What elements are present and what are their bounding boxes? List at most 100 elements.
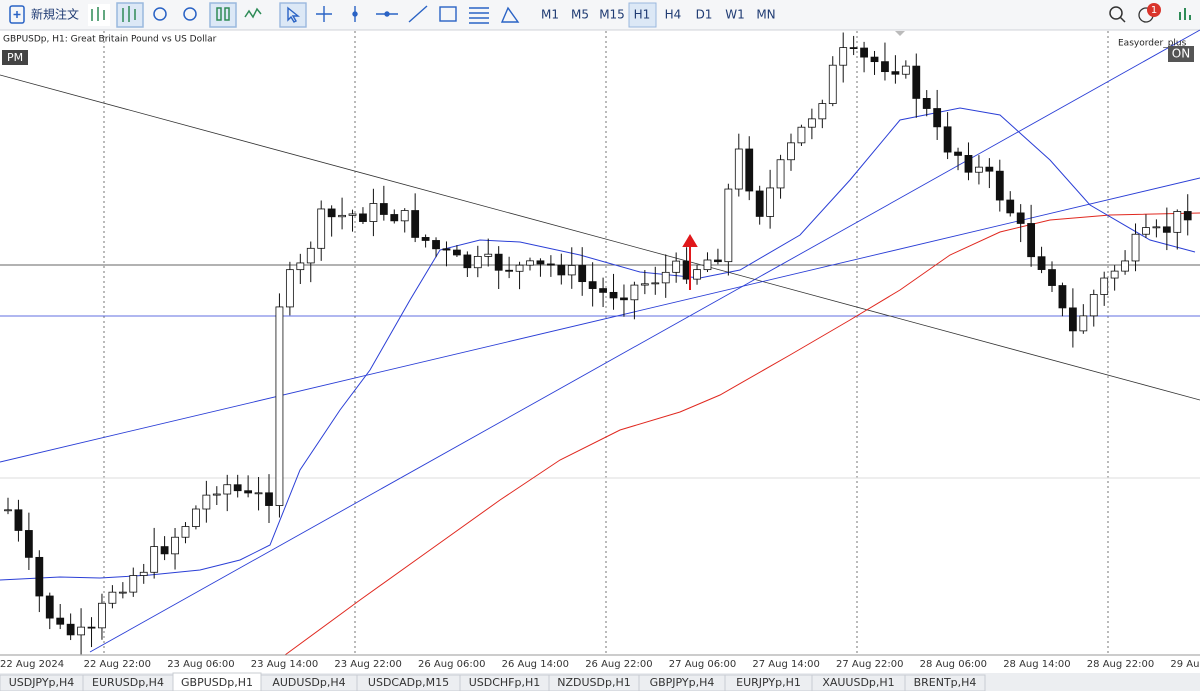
zoom-in[interactable] xyxy=(153,7,167,21)
candle-body xyxy=(995,170,1004,201)
candle-body xyxy=(630,284,639,301)
timeframe-button[interactable]: H1 xyxy=(634,8,651,22)
candle-body xyxy=(640,283,649,286)
moving-average-slow xyxy=(284,212,1200,656)
timeframe-button[interactable]: MN xyxy=(756,8,775,22)
candle-body xyxy=(24,530,33,558)
candle-body xyxy=(275,306,284,506)
candle-body xyxy=(369,203,378,222)
time-label: 26 Aug 14:00 xyxy=(502,659,569,670)
candle-body xyxy=(891,71,900,75)
candle-body xyxy=(943,126,952,153)
candle-body xyxy=(87,626,96,629)
candle-body xyxy=(1162,226,1171,233)
candle-body xyxy=(985,166,994,172)
timeframe-button[interactable]: M1 xyxy=(541,8,559,22)
candle-body xyxy=(463,254,472,269)
candle-body xyxy=(807,118,816,128)
indicator-tool[interactable] xyxy=(244,7,262,19)
candle-body xyxy=(745,148,754,192)
symbol-tabs: USDJPYp,H4 EURUSDp,H4 GBPUSDp,H1 AUDUSDp,H4… xyxy=(0,672,986,691)
bar-chart-tool[interactable] xyxy=(91,7,105,21)
new-order-label: 新規注文 xyxy=(31,7,79,22)
candle-body xyxy=(557,264,566,276)
candle-body xyxy=(421,237,430,241)
candle-body xyxy=(160,546,169,555)
session-label: PM xyxy=(7,51,23,64)
candle-body xyxy=(56,617,65,625)
candle-body xyxy=(202,494,211,510)
candle-body xyxy=(338,214,346,218)
candle-body xyxy=(1027,223,1036,258)
pattern-tool[interactable] xyxy=(500,6,520,23)
chart-tools xyxy=(88,2,262,28)
time-label: 23 Aug 06:00 xyxy=(167,659,234,670)
candle-body xyxy=(766,187,775,217)
candle-tool[interactable] xyxy=(116,2,144,28)
trend-line xyxy=(0,74,1200,401)
ea-status-badge[interactable] xyxy=(1168,46,1194,62)
tile-tool[interactable] xyxy=(209,2,237,28)
trendline-tool[interactable] xyxy=(408,5,428,23)
candle-body xyxy=(1183,211,1192,221)
tab-label: EURUSDp,H4 xyxy=(92,676,164,689)
fibo-tool[interactable] xyxy=(469,7,489,24)
timeframe-button[interactable]: H4 xyxy=(665,8,682,22)
moving-average-fast xyxy=(0,107,1196,581)
candle-body xyxy=(139,571,148,576)
candle-body xyxy=(787,142,795,161)
shape-tool[interactable] xyxy=(439,6,457,22)
timeframe-button[interactable]: M5 xyxy=(571,8,589,22)
candle-body xyxy=(494,253,503,271)
search-icon[interactable] xyxy=(1109,6,1123,20)
candle-body xyxy=(473,255,482,269)
candle-body xyxy=(212,493,221,496)
candle-body xyxy=(776,159,785,189)
candle-body xyxy=(567,265,576,276)
candle-body xyxy=(797,126,806,144)
drawing-tools xyxy=(279,2,520,28)
candle-body xyxy=(35,556,44,597)
time-label: 28 Aug 14:00 xyxy=(1003,659,1070,670)
candle-body xyxy=(578,265,587,283)
candle-body xyxy=(1006,199,1015,214)
dot xyxy=(352,11,358,17)
session-badge xyxy=(2,50,28,65)
level-icon[interactable] xyxy=(1179,8,1191,20)
tab-label: XAUUSDp,H1 xyxy=(822,676,894,689)
time-label: 22 Aug 22:00 xyxy=(84,659,151,670)
candle-body xyxy=(672,260,681,273)
cursor-tool[interactable] xyxy=(279,2,307,28)
candle-body xyxy=(98,602,106,629)
candle-body xyxy=(244,490,253,494)
candle-body xyxy=(1058,285,1067,309)
notification-count: 1 xyxy=(1151,5,1157,16)
timeframe-button[interactable]: W1 xyxy=(725,8,745,22)
time-label: 28 Aug 22:00 xyxy=(1087,659,1154,670)
candle-body xyxy=(1068,307,1077,332)
candle-body xyxy=(45,595,54,619)
candle-body xyxy=(442,248,451,251)
time-label: 27 Aug 22:00 xyxy=(836,659,903,670)
chart-header: GBPUSDp, H1: Great Britain Pound vs US D… xyxy=(3,35,217,45)
candle-body xyxy=(118,591,127,594)
candle-body xyxy=(828,64,837,104)
candle-icon xyxy=(122,6,136,22)
search-handle xyxy=(1119,16,1126,23)
tab[interactable] xyxy=(904,674,986,691)
time-label: 23 Aug 22:00 xyxy=(334,659,401,670)
candle-body xyxy=(223,484,232,495)
candle-body xyxy=(453,249,461,256)
timeframe-button[interactable]: D1 xyxy=(696,8,713,22)
zoom-out[interactable] xyxy=(183,7,197,21)
timeframe-button[interactable]: M15 xyxy=(599,8,625,22)
candle-body xyxy=(1142,227,1150,235)
candle-body xyxy=(108,591,117,604)
new-order-button[interactable]: 新規注文 xyxy=(9,5,79,24)
crosshair-tool[interactable] xyxy=(316,6,332,22)
candle-body xyxy=(77,626,85,636)
trend-line xyxy=(0,177,1200,463)
tab-label: USDCADp,M15 xyxy=(368,676,449,689)
candle-body xyxy=(1089,294,1098,317)
tab-label: USDCHFp,H1 xyxy=(469,676,541,689)
